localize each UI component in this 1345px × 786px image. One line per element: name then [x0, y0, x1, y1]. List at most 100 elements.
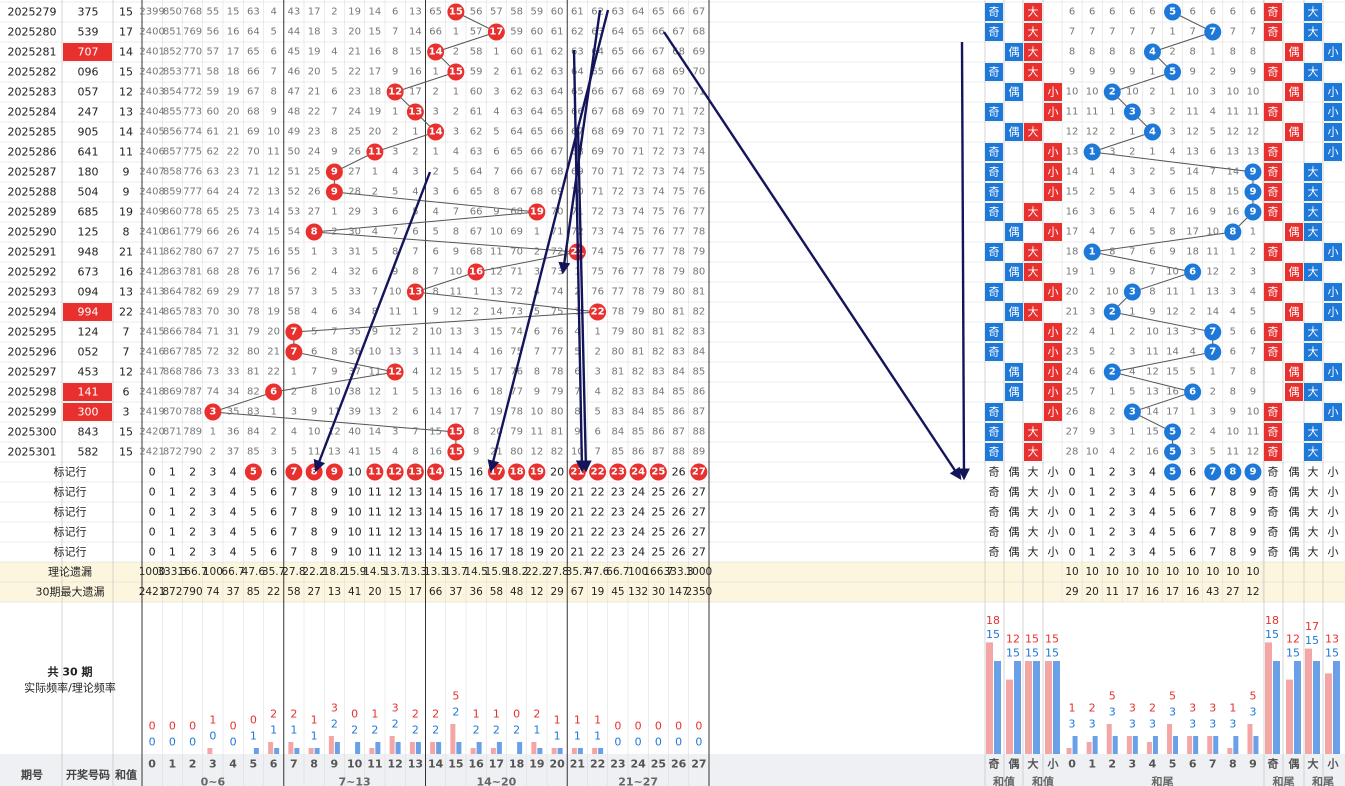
tail-freq-theory-label: 3: [1169, 706, 1176, 719]
sum-omission: 71: [632, 147, 645, 158]
sum-omission: 9: [534, 387, 540, 398]
sum-mark-value: 27: [692, 526, 706, 539]
sum-omission: 66: [531, 147, 544, 158]
sum-omission: 65: [247, 47, 260, 58]
sum-omission: 13: [490, 287, 503, 298]
sum-mark-value: 4: [230, 466, 237, 479]
tail-hit-label: 6: [1189, 387, 1196, 398]
sum-omission: 71: [652, 127, 665, 138]
sum-omission: 13: [369, 407, 382, 418]
sum-mark-value: 13: [408, 506, 422, 519]
sum-omission: 71: [551, 227, 564, 238]
tail-omission: 14: [1166, 347, 1179, 358]
sum-omission: 72: [207, 347, 220, 358]
sum-omission: 770: [183, 47, 202, 58]
theory-omission: 22.2: [302, 566, 325, 578]
sum-omission: 6: [331, 307, 337, 318]
sum-omission: 31: [348, 247, 361, 258]
tail-omission: 25: [1066, 387, 1079, 398]
tail-omission: 11: [1226, 447, 1239, 458]
sum-omission: 72: [247, 187, 260, 198]
mark-tail-even: 偶: [1289, 466, 1300, 479]
tail-small-box: [1324, 243, 1342, 261]
sum-freq-theory-label: 1: [574, 730, 581, 743]
tail-omission: 5: [1189, 367, 1195, 378]
sum-omission: 36: [348, 347, 361, 358]
sum-omission: 70: [652, 107, 665, 118]
tail-freq-theory-label: 3: [1069, 718, 1076, 731]
tail-omission: 11: [1166, 287, 1179, 298]
tail-omission: 2: [1129, 447, 1135, 458]
footer-sum-value: 5: [250, 758, 258, 771]
tail-mark-value: 0: [1069, 526, 1076, 539]
sum-omission: 24: [227, 187, 240, 198]
sum-freq-actual-label: 0: [635, 720, 642, 733]
sum-mark-value: 24: [631, 506, 645, 519]
sum-freq-actual-label: 1: [493, 708, 500, 721]
sum-mark-value: 2: [189, 486, 196, 499]
sum-freq-theory-label: 2: [392, 718, 399, 731]
sum-omission: 2420: [139, 427, 164, 438]
tail-omission: 7: [1149, 27, 1155, 38]
tail-omission: 5: [1230, 327, 1236, 338]
sum-mark-value: 22: [591, 526, 605, 539]
sum-freq-theory-label: 1: [554, 730, 561, 743]
tail-omission: 1: [1129, 307, 1135, 318]
tail-omission: 2: [1109, 127, 1115, 138]
tail-omission: 11: [1146, 347, 1159, 358]
max-omission: 132: [628, 586, 648, 598]
sum-omission: 18: [308, 27, 321, 38]
sum-omission: 87: [672, 427, 685, 438]
sum-mark-value: 3: [209, 486, 216, 499]
sum-omission: 776: [183, 167, 202, 178]
sum-omission: 67: [470, 227, 483, 238]
tail-hit-ball: [1143, 123, 1161, 141]
sum-mark-label: 25: [651, 467, 665, 478]
sum-omission: 84: [652, 387, 665, 398]
sum-small-box: [1044, 403, 1062, 421]
draw-number: 124: [78, 326, 99, 339]
sum-omission: 74: [551, 287, 564, 298]
sum-omission: 871: [163, 427, 182, 438]
sum-mark-value: 1: [169, 506, 176, 519]
tail-omission: 8: [1189, 47, 1195, 58]
sum-omission: 35: [227, 407, 240, 418]
tail-max-omission: 29: [1065, 586, 1078, 598]
group-freq-theory-label: 15: [1265, 628, 1279, 641]
sum-omission: 57: [207, 47, 220, 58]
theory-omission: 1000: [686, 566, 713, 578]
group-freq-actual-label: 15: [1025, 633, 1039, 646]
sum-omission: 2412: [139, 267, 164, 278]
sum-omission: 81: [652, 327, 665, 338]
sum-omission: 7: [311, 367, 317, 378]
tail-omission: 11: [1206, 247, 1219, 258]
sum-omission: 10: [308, 427, 321, 438]
sum-mark-value: 26: [672, 466, 686, 479]
sum-omission: 865: [163, 307, 182, 318]
sum-omission: 8: [432, 287, 438, 298]
footer-tail-value: 4: [1149, 758, 1157, 771]
tail-omission: 13: [1166, 327, 1179, 338]
sum-omission: 4: [331, 47, 337, 58]
tail-omission: 1: [1109, 107, 1115, 118]
tail-mark-value: 9: [1249, 526, 1256, 539]
sum-mark-label: 19: [530, 467, 544, 478]
tail-hit-ball: [1164, 443, 1182, 461]
sum-omission: 30: [348, 227, 361, 238]
tail-omission: 2: [1129, 327, 1135, 338]
sum-value: 12: [119, 86, 133, 99]
sum-omission: 2: [210, 447, 216, 458]
draw-number: 539: [78, 26, 99, 39]
sum-omission: 80: [510, 447, 523, 458]
tail-omission: 4: [1129, 367, 1135, 378]
tail-max-omission: 43: [1206, 586, 1219, 598]
tail-omission: 7: [1189, 27, 1195, 38]
footer-sum-value: 24: [630, 758, 646, 771]
tail-hit-label: 3: [1129, 407, 1136, 418]
tail-odd-label: 奇: [1268, 26, 1279, 39]
sum-freq-actual-label: 1: [473, 708, 480, 721]
tail-hit-ball: [1164, 63, 1182, 81]
sum-omission: 15: [450, 367, 463, 378]
tail-small-label: 小: [1328, 126, 1339, 139]
sum-big-box: [1024, 123, 1042, 141]
